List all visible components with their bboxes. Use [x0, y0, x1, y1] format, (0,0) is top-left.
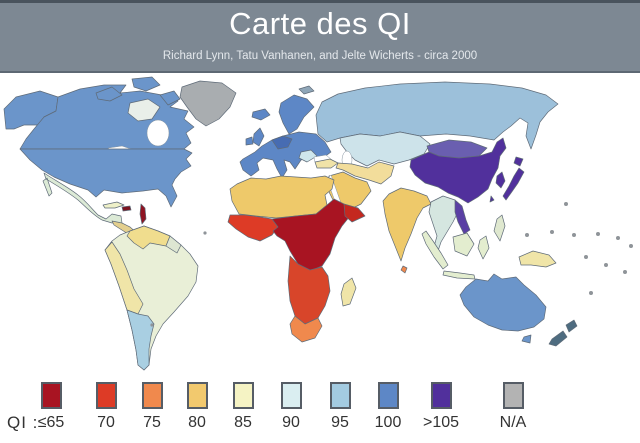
region-hispaniola [121, 205, 132, 212]
region-cuba [102, 201, 125, 209]
region-ireland [245, 136, 254, 146]
region-greenland [179, 80, 237, 127]
region-iceland [251, 108, 271, 121]
legend-item: 95 [316, 382, 364, 432]
legend-item: ≤65 [27, 382, 75, 432]
legend-item: 90 [267, 382, 315, 432]
pacific-islands [150, 202, 633, 327]
legend-swatch [280, 382, 302, 409]
page-subtitle: Richard Lynn, Tatu Vanhanen, and Jelte W… [162, 50, 478, 62]
region-iran [335, 161, 395, 185]
region-mexico [42, 172, 123, 224]
legend-label: N/A [499, 414, 527, 431]
legend-item: 70 [82, 382, 130, 432]
region-colombia-venezuela [126, 225, 171, 250]
legend-swatch [40, 382, 62, 409]
legend-swatch [186, 382, 208, 409]
region-europe [239, 131, 332, 179]
legend-item: >105 [417, 382, 465, 432]
legend-label: ≤65 [37, 414, 65, 431]
legend-label: 100 [374, 414, 402, 431]
region-korea [495, 171, 506, 189]
hudson-bay [146, 119, 170, 147]
region-taiwan [489, 195, 495, 203]
region-japan [502, 156, 525, 201]
legend-label: 80 [188, 414, 206, 431]
legend-label: 90 [282, 414, 300, 431]
legend-item: 100 [364, 382, 412, 432]
region-south-africa [289, 315, 323, 343]
region-new-zealand [548, 319, 578, 347]
legend-swatch [502, 382, 524, 409]
legend-prefix: QI : [7, 413, 39, 432]
legend-label: 85 [234, 414, 252, 431]
legend-swatch [232, 382, 254, 409]
region-new-guinea [518, 250, 557, 268]
region-india [382, 187, 432, 262]
region-indonesia [421, 230, 490, 280]
region-west-africa [227, 214, 279, 242]
region-peru-bolivia [104, 241, 144, 315]
legend-label: 75 [143, 414, 161, 431]
legend-label: 70 [97, 414, 115, 431]
region-southern-africa [287, 255, 331, 325]
region-vietnam [454, 199, 471, 235]
legend-item: 75 [128, 382, 176, 432]
region-australia [459, 273, 547, 344]
legend-swatch [377, 382, 399, 409]
region-usa [19, 148, 193, 208]
legend-label: >105 [422, 414, 460, 431]
region-central-africa [271, 198, 351, 272]
region-svalbard [298, 85, 315, 95]
legend-swatch [141, 382, 163, 409]
region-madagascar [340, 277, 357, 307]
region-argentina-chile [126, 309, 155, 371]
region-arctic-islands [95, 76, 181, 106]
region-china [409, 137, 507, 204]
region-balkans [298, 149, 318, 163]
region-sri-lanka [400, 265, 408, 274]
region-uk [252, 127, 265, 147]
region-philippines [493, 214, 506, 242]
legend-swatch [329, 382, 351, 409]
region-scandinavia [278, 94, 315, 135]
region-brazil [104, 225, 199, 371]
legend-item: 85 [219, 382, 267, 432]
region-north-africa [229, 175, 335, 219]
legend-label: 95 [331, 414, 349, 431]
region-turkey [314, 158, 339, 169]
legend-swatch [430, 382, 452, 409]
legend-item: 80 [173, 382, 221, 432]
region-horn-africa [343, 203, 366, 223]
region-antilles [139, 203, 147, 225]
world-map-svg [3, 76, 633, 371]
page-title: Carte des QI [229, 6, 411, 41]
world-map [0, 73, 640, 377]
region-central-europe [271, 135, 293, 150]
legend: QI : ≤65 70 75 80 85 90 95 100 >105 N/A [0, 377, 640, 443]
region-baffin [127, 98, 161, 122]
header-band: Carte des QI Richard Lynn, Tatu Vanhanen… [0, 0, 640, 73]
region-guyanas [165, 235, 182, 254]
legend-item: N/A [489, 382, 537, 432]
legend-swatch [95, 382, 117, 409]
